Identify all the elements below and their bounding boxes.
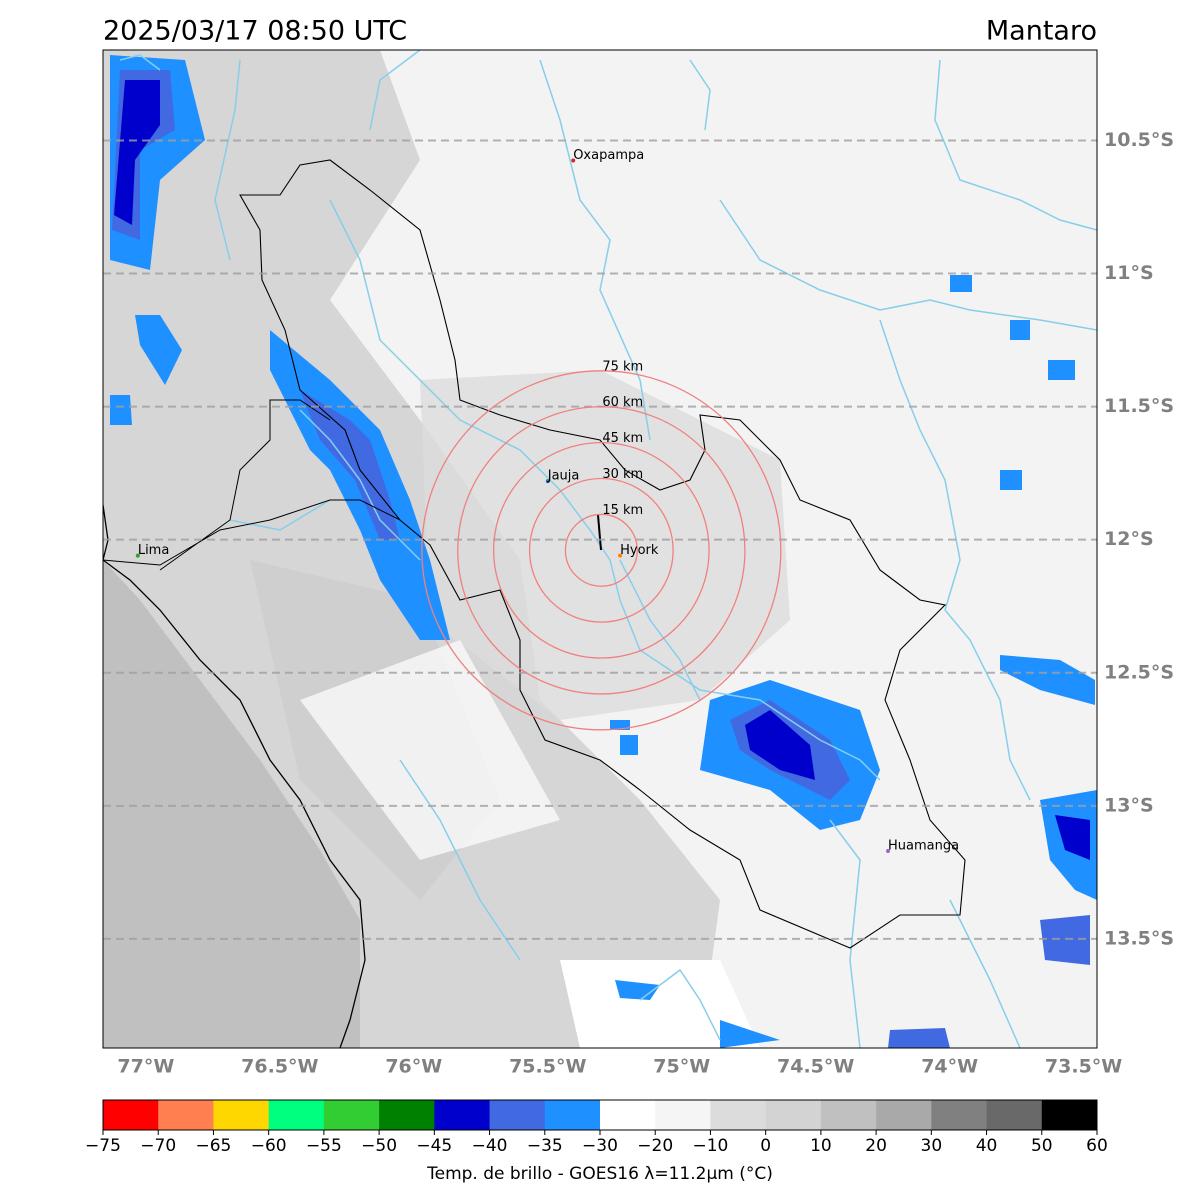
cloud (1040, 915, 1090, 965)
colorbar-tick-label: 50 (1031, 1136, 1053, 1156)
lat-label: 13°S (1104, 794, 1154, 816)
colorbar-bin (820, 1100, 877, 1130)
range-ring (528, 477, 674, 623)
range-ring (492, 441, 710, 659)
coastline (103, 559, 366, 1048)
colorbar-bin (710, 1100, 767, 1130)
colorbar-tick-label: −20 (637, 1136, 673, 1156)
colorbar-tick-label: −60 (251, 1136, 287, 1156)
overlay: 15 km 30 km 45 km 60 km 75 km Oxapampa Jauja Hy… (103, 139, 1097, 940)
colorbar-bin (103, 1100, 159, 1130)
ring-label: 45 km (602, 431, 643, 446)
city-marker (135, 553, 140, 558)
ring-label: 30 km (602, 467, 643, 482)
colorbar-bin (213, 1100, 270, 1130)
city-marker (618, 553, 623, 558)
colorbar-bin (876, 1100, 932, 1130)
range-ring (457, 406, 746, 695)
map-area: 15 km 30 km 45 km 60 km 75 km Oxapampa Jauja Hy… (103, 50, 1097, 1048)
city-label: Huamanga (888, 839, 959, 854)
colorbar-bin (158, 1100, 214, 1130)
colorbar-tick-label: 20 (865, 1136, 887, 1156)
labels: 10.5°S 11°S 11.5°S 12°S 12.5°S 13°S 13.5°S 77°W… (117, 129, 1174, 1078)
lat-label: 11°S (1104, 262, 1154, 284)
cloud (1000, 655, 1095, 705)
colorbar-tick-label: 30 (921, 1136, 943, 1156)
lon-label: 74°W (921, 1056, 978, 1078)
city-label: Hyork (620, 543, 659, 558)
colorbar-tick-label: −75 (85, 1136, 121, 1156)
colorbar-bin (1041, 1100, 1098, 1130)
colorbar-tick-label: 40 (976, 1136, 998, 1156)
lat-label: 10.5°S (1104, 129, 1174, 151)
cloud (888, 1028, 950, 1048)
colorbar-bin (765, 1100, 822, 1130)
lon-label: 75.5°W (509, 1056, 586, 1078)
colorbar-tick-label: −50 (361, 1136, 397, 1156)
lon-label: 74.5°W (777, 1056, 854, 1078)
city-marker (545, 479, 550, 484)
colorbar-tick-label: −55 (306, 1136, 342, 1156)
region: Mantaro (986, 16, 1097, 47)
colorbar-bin (379, 1100, 435, 1130)
lat-label: 13.5°S (1104, 927, 1174, 949)
terrain (103, 560, 360, 1048)
cloud (1055, 815, 1090, 860)
map-frame (102, 49, 1098, 1049)
terrain (560, 960, 760, 1048)
colorbar-bin (323, 1100, 380, 1130)
rivers (119, 50, 1097, 1048)
cloud (114, 80, 160, 225)
cloud (300, 390, 400, 540)
ring-label: 15 km (602, 503, 643, 518)
colorbar-bin (434, 1100, 491, 1130)
colorbar-tick-label: −40 (472, 1136, 508, 1156)
cloud (745, 710, 815, 780)
ring-label: 75 km (602, 359, 643, 374)
marker-line (597, 514, 602, 551)
basin-outline (239, 159, 966, 949)
colorbar-tick-label: 10 (810, 1136, 832, 1156)
colorbar-bin (600, 1100, 656, 1130)
colorbar-bin (931, 1100, 988, 1130)
colorbar-bin (655, 1100, 711, 1130)
city-label: Oxapampa (573, 148, 644, 163)
lon-label: 75°W (653, 1056, 710, 1078)
lon-label: 76°W (385, 1056, 442, 1078)
lon-label: 73.5°W (1045, 1056, 1122, 1078)
range-ring (564, 513, 638, 587)
ring-label: 60 km (602, 395, 643, 410)
colorbar-tick-label: −30 (582, 1136, 618, 1156)
lat-label: 12°S (1104, 528, 1154, 550)
colorbar-tick-label: 60 (1086, 1136, 1108, 1156)
title: 2025/03/17 08:50 UTC (103, 16, 407, 47)
city-label: Jauja (547, 469, 580, 484)
colorbar-tick-label: −65 (195, 1136, 231, 1156)
colorbar-tick-label: −10 (692, 1136, 728, 1156)
lat-label: 12.5°S (1104, 661, 1174, 683)
colorbar-tick-label: 0 (760, 1136, 771, 1156)
basin-outline (103, 399, 401, 571)
city-marker (571, 158, 576, 163)
colorbar-bin (986, 1100, 1043, 1130)
colorbar-label: Temp. de brillo - GOES16 λ=11.2μm (°C) (426, 1164, 773, 1184)
colorbar-tick-label: −35 (527, 1136, 563, 1156)
colorbar-bin (268, 1100, 325, 1130)
range-ring (421, 370, 782, 731)
city-marker (886, 849, 891, 854)
lat-label: 11.5°S (1104, 395, 1174, 417)
terrain (420, 370, 790, 720)
colorbar-tick-label: −45 (416, 1136, 452, 1156)
city-label: Lima (138, 543, 169, 558)
lon-label: 77°W (117, 1056, 174, 1078)
lon-label: 76.5°W (241, 1056, 318, 1078)
colorbar-bin (544, 1100, 601, 1130)
colorbar-bin (489, 1100, 546, 1130)
colorbar-tick-label: −70 (140, 1136, 176, 1156)
